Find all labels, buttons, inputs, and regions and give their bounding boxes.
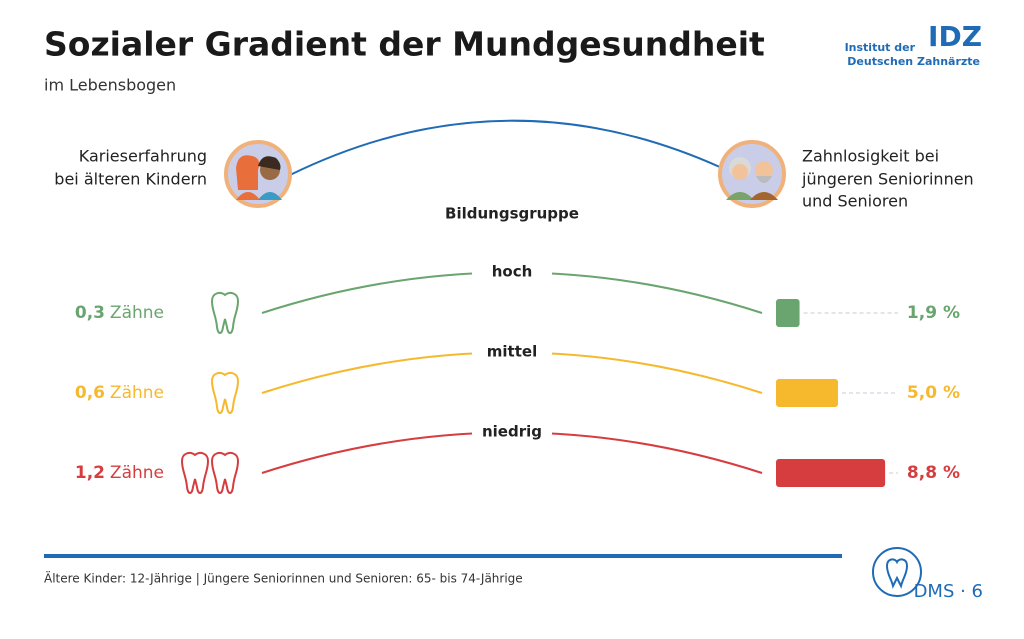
group-label: hoch (492, 263, 533, 281)
tooth-group (180, 452, 240, 494)
logo-mark: IDZ (928, 20, 982, 53)
group-heading: Bildungsgruppe (445, 205, 579, 223)
right-value: 1,9 % (907, 303, 960, 323)
group-label: niedrig (482, 423, 542, 441)
life-arc (289, 119, 723, 176)
left-label: bei älteren Kindern (54, 170, 207, 189)
label-backdrop (472, 340, 552, 364)
children-avatar (224, 140, 292, 208)
bar (776, 459, 886, 487)
footnote: Ältere Kinder: 12-Jährige | Jüngere Seni… (44, 571, 523, 586)
right-value: 8,8 % (907, 463, 960, 483)
tooth-fill (212, 453, 238, 493)
tooth-outline (210, 292, 240, 334)
tooth-fill (212, 293, 238, 333)
logo-line: Institut der (845, 41, 916, 54)
bar (776, 299, 800, 327)
left-value: 0,3 (75, 303, 105, 323)
right-label: Zahnlosigkeit bei (802, 147, 939, 166)
left-unit: Zähne (110, 383, 164, 403)
tooth-outline (180, 452, 210, 494)
tooth-fill (182, 453, 208, 493)
group-label: mittel (487, 343, 537, 361)
seniors-avatar (718, 140, 786, 208)
tooth-group (210, 372, 240, 414)
tooth-outline (210, 452, 240, 494)
left-value: 1,2 (75, 463, 105, 483)
badge: DMS · 6 (872, 547, 983, 602)
bar (776, 379, 838, 407)
tooth-group (210, 292, 240, 334)
badge-text: DMS · 6 (914, 581, 983, 602)
tooth-fill (212, 373, 238, 413)
subtitle: im Lebensbogen (44, 76, 176, 95)
tooth-outline (210, 372, 240, 414)
right-label: jüngeren Seniorinnen (801, 170, 974, 189)
footer-rule (44, 554, 842, 558)
left-unit: Zähne (110, 303, 164, 323)
right-label: und Senioren (802, 192, 908, 211)
label-backdrop (472, 420, 552, 444)
title: Sozialer Gradient der Mundgesundheit (44, 25, 765, 64)
left-value: 0,6 (75, 383, 105, 403)
right-value: 5,0 % (907, 383, 960, 403)
left-label: Karieserfahrung (79, 147, 207, 166)
label-backdrop (472, 260, 552, 284)
left-unit: Zähne (110, 463, 164, 483)
logo-line: Deutschen Zahnärzte (847, 55, 980, 68)
